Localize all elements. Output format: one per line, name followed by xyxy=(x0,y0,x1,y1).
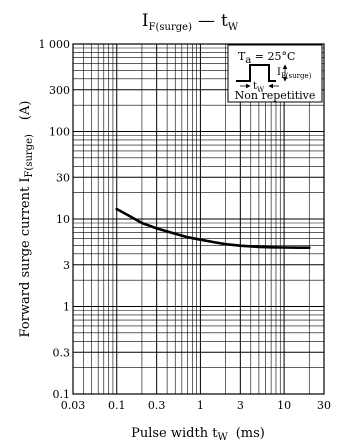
inset-note: Non repetitive xyxy=(235,89,316,102)
y-tick-label: 100 xyxy=(49,126,70,139)
y-tick-label: 3 xyxy=(63,259,70,272)
x-tick-label: 0.1 xyxy=(108,399,126,412)
x-tick-label: 0.3 xyxy=(148,399,166,412)
y-tick-label: 0.1 xyxy=(53,388,71,401)
x-tick-label: 30 xyxy=(317,399,331,412)
inset-box xyxy=(227,44,323,103)
inset-legend: Ta = 25°C IF(surge) tW Non repetitive xyxy=(227,44,323,103)
y-tick-label: 30 xyxy=(56,171,70,184)
x-tick-label: 10 xyxy=(277,399,291,412)
x-tick-label: 0.03 xyxy=(61,399,86,412)
inset-width-arrowheads xyxy=(245,83,274,89)
series-layer xyxy=(115,207,311,249)
y-axis-label: Forward surge current IF(surge)(A) xyxy=(18,101,35,338)
x-tick-label: 1 xyxy=(197,399,204,412)
inset-height-arrowheads xyxy=(282,64,288,82)
x-tick-label: 3 xyxy=(237,399,244,412)
y-tick-label: 1 000 xyxy=(39,38,71,51)
plot-frame xyxy=(72,43,325,395)
chart-title: IF(surge) — tW xyxy=(142,11,239,33)
x-axis-label: Pulse width tW (ms) xyxy=(131,426,265,443)
inset-pulse-shape xyxy=(236,64,276,82)
y-tick-labels: 0.1 0.3 1 3 10 30 100 300 1 000 xyxy=(39,38,71,401)
inset-width-label: tW xyxy=(253,81,265,94)
inset-pulse-label: IF(surge) xyxy=(277,67,312,80)
series-line xyxy=(115,207,311,249)
y-tick-label: 1 xyxy=(63,301,70,314)
y-tick-label: 10 xyxy=(56,213,70,226)
x-tick-labels: 0.03 0.1 0.3 1 3 10 30 xyxy=(61,399,331,412)
y-tick-label: 300 xyxy=(49,84,70,97)
y-tick-label: 0.3 xyxy=(53,346,71,359)
inset-temperature: Ta = 25°C xyxy=(238,50,295,66)
